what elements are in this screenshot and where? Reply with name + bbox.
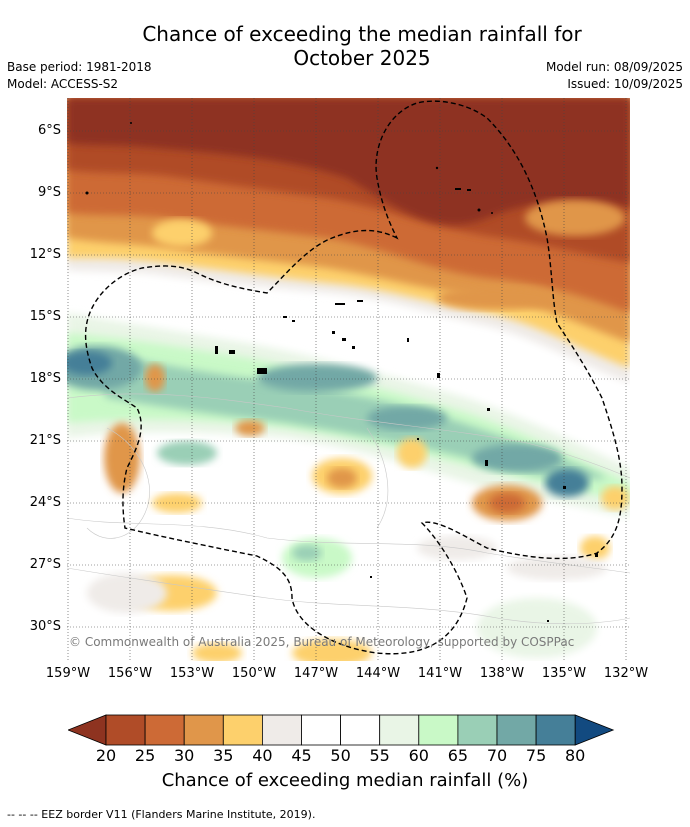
- lat-label: 27°S: [29, 557, 61, 572]
- eez-footnote: -- -- -- EEZ border V11 (Flanders Marine…: [7, 808, 316, 821]
- graticule: [67, 98, 630, 661]
- lon-label: 156°W: [107, 666, 153, 681]
- lat-label: 15°S: [29, 309, 61, 324]
- lat-label: 30°S: [29, 619, 61, 634]
- colorbar-tick-label: 20: [95, 746, 117, 765]
- lon-label: 132°W: [603, 666, 649, 681]
- colorbar-cells: [68, 714, 615, 746]
- meta-left: Base period: 1981-2018 Model: ACCESS-S2: [7, 59, 152, 93]
- colorbar-tick-label: 80: [565, 746, 586, 765]
- model-name: Model: ACCESS-S2: [7, 77, 119, 91]
- lon-label: 147°W: [293, 666, 339, 681]
- base-period: Base period: 1981-2018: [7, 60, 152, 74]
- colorbar-tick-label: 35: [213, 746, 234, 765]
- colorbar-cell: [144, 714, 185, 746]
- colorbar-cell: [496, 714, 537, 746]
- colorbar-arrow-low: [68, 714, 107, 746]
- colorbar-tick-label: 65: [447, 746, 469, 765]
- colorbar-tick-label: 30: [174, 746, 195, 765]
- lon-label: 144°W: [355, 666, 401, 681]
- colorbar-tick-label: 50: [330, 746, 351, 765]
- lon-label: 138°W: [479, 666, 525, 681]
- lon-label: 150°W: [231, 666, 277, 681]
- colorbar-cell: [261, 714, 302, 746]
- contour-lines: [67, 393, 630, 625]
- colorbar-cell: [222, 714, 263, 746]
- probability-map: © Commonwealth of Australia 2025, Bureau…: [67, 98, 630, 661]
- map-title: Chance of exceeding the median rainfall …: [0, 22, 690, 70]
- colorbar-cell: [535, 714, 576, 746]
- lat-label: 21°S: [29, 433, 61, 448]
- colorbar-cell: [105, 714, 146, 746]
- colorbar-tick-label: 25: [134, 746, 156, 765]
- colorbar-tick-label: 75: [525, 746, 547, 765]
- lon-label: 141°W: [417, 666, 463, 681]
- colorbar-tick-label: 40: [252, 746, 273, 765]
- colorbar-tick-label: 70: [486, 746, 508, 765]
- colorbar-cell: [340, 714, 381, 746]
- colorbar: [68, 714, 615, 746]
- islands: [85, 122, 598, 622]
- meta-right: Model run: 08/09/2025 Issued: 10/09/2025: [546, 59, 683, 93]
- colorbar-tick-label: 45: [291, 746, 312, 765]
- lon-label: 159°W: [45, 666, 91, 681]
- colorbar-label: Chance of exceeding median rainfall (%): [161, 770, 529, 791]
- colorbar-cell: [418, 714, 459, 746]
- model-run: Model run: 08/09/2025: [545, 60, 683, 74]
- lon-label: 153°W: [169, 666, 215, 681]
- title-line-1: Chance of exceeding the median rainfall …: [142, 22, 582, 46]
- copyright-text: © Commonwealth of Australia 2025, Bureau…: [69, 635, 574, 649]
- colorbar-cell: [379, 714, 420, 746]
- lat-label: 12°S: [29, 247, 61, 262]
- lon-label: 135°W: [541, 666, 587, 681]
- colorbar-cell: [301, 714, 341, 746]
- colorbar-cell: [457, 714, 498, 746]
- colorbar-arrow-high: [574, 714, 615, 746]
- colorbar-tick-label: 55: [369, 746, 390, 765]
- colorbar-cell: [183, 714, 224, 746]
- lat-label: 18°S: [29, 371, 61, 386]
- lat-label: 6°S: [37, 123, 61, 138]
- title-line-2: October 2025: [293, 46, 431, 70]
- lat-label: 24°S: [29, 495, 61, 510]
- colorbar-tick-label: 60: [408, 746, 429, 765]
- eez-border: [84, 100, 623, 655]
- map-field: [67, 98, 630, 661]
- lat-label: 9°S: [37, 185, 61, 200]
- issued-date: Issued: 10/09/2025: [567, 77, 683, 91]
